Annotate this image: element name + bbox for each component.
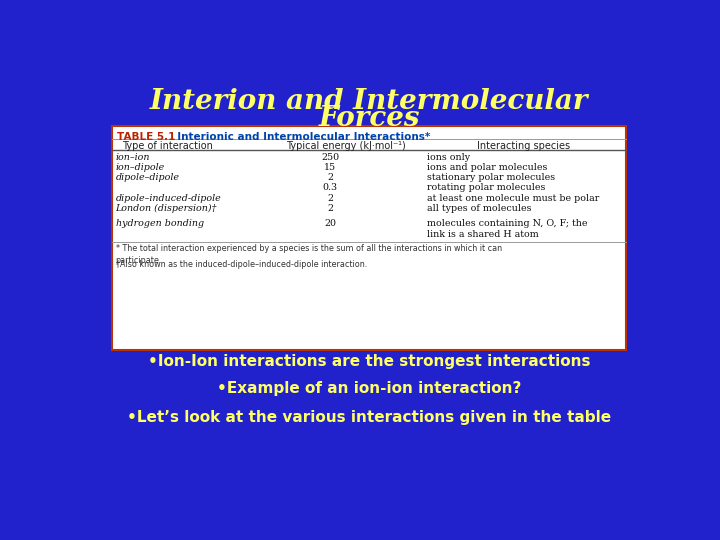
Text: stationary polar molecules: stationary polar molecules [427, 173, 555, 183]
Text: 0.3: 0.3 [323, 183, 338, 192]
Text: rotating polar molecules: rotating polar molecules [427, 183, 546, 192]
Text: 2: 2 [328, 204, 333, 213]
FancyBboxPatch shape [112, 126, 626, 350]
Text: 2: 2 [328, 173, 333, 183]
Text: at least one molecule must be polar: at least one molecule must be polar [427, 194, 599, 203]
Text: ions and polar molecules: ions and polar molecules [427, 164, 547, 172]
Text: dipole–dipole: dipole–dipole [116, 173, 179, 183]
Text: Typical energy (kJ·mol⁻¹): Typical energy (kJ·mol⁻¹) [286, 141, 405, 151]
Text: 20: 20 [324, 219, 336, 228]
Text: †Also known as the induced-dipole–induced-dipole interaction.: †Also known as the induced-dipole–induce… [116, 260, 366, 268]
Text: ion–ion: ion–ion [116, 153, 150, 163]
Text: ions only: ions only [427, 153, 470, 163]
Text: London (dispersion)†: London (dispersion)† [116, 204, 217, 213]
Text: 2: 2 [328, 194, 333, 203]
Text: 250: 250 [321, 153, 339, 163]
Text: * The total interaction experienced by a species is the sum of all the interacti: * The total interaction experienced by a… [116, 244, 502, 265]
Text: •Let’s look at the various interactions given in the table: •Let’s look at the various interactions … [127, 410, 611, 425]
Text: •Ion-Ion interactions are the strongest interactions: •Ion-Ion interactions are the strongest … [148, 354, 590, 369]
Text: Type of interaction: Type of interaction [122, 141, 213, 151]
Text: •Example of an ion-ion interaction?: •Example of an ion-ion interaction? [217, 381, 521, 396]
Text: Forces: Forces [318, 105, 420, 132]
Text: Interion and Intermolecular: Interion and Intermolecular [150, 88, 588, 115]
Text: TABLE 5.1: TABLE 5.1 [117, 132, 176, 142]
Text: Interacting species: Interacting species [477, 141, 570, 151]
Text: hydrogen bonding: hydrogen bonding [116, 219, 204, 228]
Text: dipole–induced-dipole: dipole–induced-dipole [116, 194, 221, 203]
Text: all types of molecules: all types of molecules [427, 204, 531, 213]
Text: 15: 15 [324, 164, 336, 172]
Text: molecules containing N, O, F; the
link is a shared H atom: molecules containing N, O, F; the link i… [427, 219, 588, 239]
Text: Interionic and Intermolecular Interactions*: Interionic and Intermolecular Interactio… [170, 132, 430, 142]
Text: ion–dipole: ion–dipole [116, 164, 165, 172]
